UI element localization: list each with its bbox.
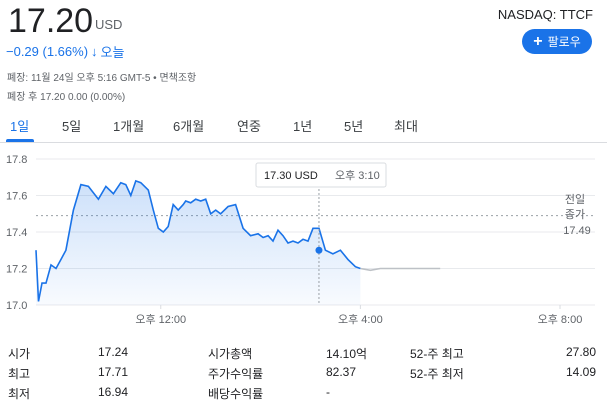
- prev-close-label-2: 종가: [565, 208, 585, 221]
- currency-label: USD: [95, 17, 123, 32]
- plus-icon: +: [533, 32, 543, 50]
- stat-label-high: 최고: [8, 367, 31, 381]
- stat-value-open: 17.24: [98, 345, 129, 359]
- stat-value-market-cap: 14.10억: [326, 347, 368, 361]
- y-axis-labels: 17.8 17.6 17.4 17.2 17.0: [6, 154, 27, 312]
- prev-close-value: 17.49: [563, 225, 591, 237]
- price-chart[interactable]: 17.8 17.6 17.4 17.2 17.0 오후 12:00 오후 4:00 오후 8…: [0, 145, 607, 335]
- tooltip-time: 오후 3:10: [335, 169, 380, 182]
- stat-label-pe: 주가수익률: [208, 367, 264, 381]
- tab-1m[interactable]: 1개월: [113, 119, 145, 134]
- x-tick-label: 오후 4:00: [338, 313, 383, 326]
- stat-value-52w-low: 14.09: [566, 365, 597, 379]
- follow-button-label: 팔로우: [547, 35, 581, 49]
- stat-value-high: 17.71: [98, 365, 129, 379]
- hover-tooltip: 17.30 USD 오후 3:10: [255, 162, 387, 188]
- change-period: 오늘: [100, 45, 125, 60]
- arrow-down-icon: ↓: [91, 44, 98, 59]
- stat-label-low: 최저: [8, 387, 31, 401]
- stat-value-pe: 82.37: [326, 365, 357, 379]
- stat-value-low: 16.94: [98, 385, 129, 399]
- stat-label-52w-low: 52-주 최저: [410, 367, 464, 381]
- active-tab-indicator: [6, 139, 34, 142]
- tab-5y[interactable]: 5년: [344, 119, 364, 134]
- range-tabs: 1일 5일 1개월 6개월 연중 1년 5년 최대: [0, 112, 607, 143]
- tab-6m[interactable]: 6개월: [173, 119, 205, 134]
- stat-label-52w-high: 52-주 최고: [410, 347, 464, 361]
- tab-1y[interactable]: 1년: [293, 119, 313, 134]
- x-tick-label: 오후 12:00: [135, 313, 186, 326]
- after-hours-line: [360, 267, 441, 272]
- y-tick-label: 17.2: [6, 264, 27, 276]
- tab-5d[interactable]: 5일: [62, 119, 82, 134]
- after-hours-info: 폐장 후 17.20 0.00 (0.00%): [7, 92, 126, 103]
- stat-value-52w-high: 27.80: [566, 345, 597, 359]
- y-tick-label: 17.0: [6, 300, 27, 312]
- price-area: [36, 180, 361, 305]
- price-change: −0.29 (1.66%) ↓ 오늘: [6, 42, 124, 61]
- y-tick-label: 17.8: [6, 154, 27, 166]
- stat-label-open: 시가: [8, 347, 31, 361]
- tab-1d[interactable]: 1일: [10, 119, 30, 134]
- market-closed-info: 폐장: 11월 24일 오후 5:16 GMT-5 • 면책조항: [7, 73, 197, 84]
- x-axis-labels: 오후 12:00 오후 4:00 오후 8:00: [135, 305, 582, 326]
- stat-value-dividend: -: [326, 385, 330, 399]
- change-value: −0.29 (1.66%): [6, 44, 89, 59]
- y-tick-label: 17.4: [6, 227, 27, 239]
- tab-max[interactable]: 최대: [394, 119, 418, 134]
- y-tick-label: 17.6: [6, 191, 27, 203]
- price-line: [35, 179, 361, 302]
- hover-point: [315, 246, 323, 254]
- stat-label-market-cap: 시가총액: [208, 347, 253, 361]
- stock-price: 17.20: [8, 2, 94, 40]
- stat-label-dividend: 배당수익률: [208, 387, 264, 401]
- x-tick-label: 오후 8:00: [538, 313, 583, 326]
- follow-button[interactable]: + 팔로우: [522, 29, 592, 54]
- tab-ytd[interactable]: 연중: [237, 119, 261, 134]
- prev-close-label-1: 전일: [565, 192, 585, 206]
- tooltip-value: 17.30 USD: [264, 170, 318, 182]
- ticker-symbol: NASDAQ: TTCF: [497, 7, 593, 22]
